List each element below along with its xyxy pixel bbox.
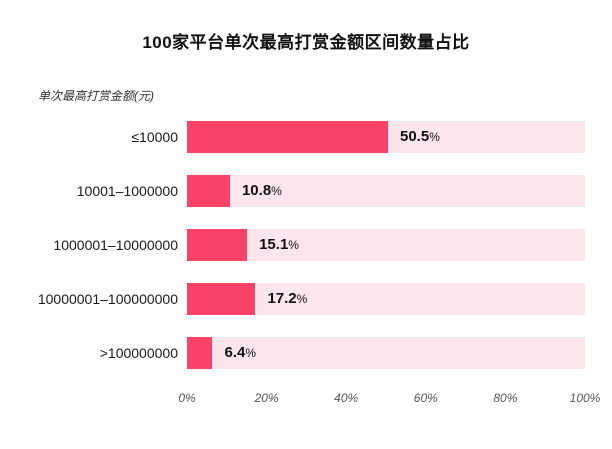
value-label: 10.8% (242, 182, 282, 200)
value-number: 50.5 (399, 128, 430, 145)
category-label: 1000001–10000000 (53, 237, 178, 253)
value-percent-sign: % (245, 346, 256, 360)
x-tick-label: 100% (569, 391, 601, 405)
bar-segment (187, 283, 256, 315)
x-tick-label: 0% (178, 391, 196, 405)
value-number: 6.4 (224, 344, 246, 361)
category-label: >100000000 (99, 345, 178, 361)
x-tick-label: 20% (254, 391, 279, 405)
bar-segment (187, 229, 248, 261)
chart-title: 100家平台单次最高打赏金额区间数量占比 (142, 33, 470, 52)
bar-track: 17.2% (187, 283, 585, 315)
value-percent-sign: % (271, 184, 282, 198)
category-label: 10001–1000000 (76, 183, 178, 199)
bar-track: 15.1% (187, 229, 585, 261)
value-percent-sign: % (296, 292, 308, 306)
bar-track: 6.4% (187, 337, 585, 369)
value-label: 15.1% (259, 236, 299, 254)
y-axis-label: 单次最高打赏金额(元) (38, 89, 154, 103)
bar-segment (187, 337, 213, 369)
chart-row: ≤10000 50.5% (8, 121, 585, 153)
value-label: 17.2% (267, 290, 307, 308)
value-percent-sign: % (429, 130, 440, 144)
value-label: 6.4% (224, 344, 256, 362)
category-label: 10000001–100000000 (37, 291, 178, 307)
value-number: 10.8 (241, 182, 272, 199)
chart-row: 10001–1000000 10.8% (8, 175, 585, 207)
bar-track: 50.5% (187, 121, 585, 153)
x-tick-label: 40% (334, 391, 359, 405)
bar-segment (187, 175, 230, 207)
value-label: 50.5% (400, 128, 440, 146)
bar-segment (187, 121, 388, 153)
bar-track: 10.8% (187, 175, 585, 207)
x-axis: 0% 20% 40% 60% 80% 100% (178, 391, 600, 411)
value-number: 15.1 (259, 236, 289, 253)
x-tick-label: 80% (493, 391, 518, 405)
plot-area: ≤10000 50.5% 10001–1000000 10.8% 1000001–100… (8, 121, 585, 369)
value-number: 17.2 (267, 290, 297, 307)
x-tick-label: 60% (413, 391, 438, 405)
chart-row: >100000000 6.4% (8, 337, 585, 369)
chart-row: 10000001–100000000 17.2% (8, 283, 585, 315)
value-percent-sign: % (288, 238, 299, 252)
chart-row: 1000001–10000000 15.1% (8, 229, 585, 261)
category-label: ≤10000 (131, 129, 178, 145)
